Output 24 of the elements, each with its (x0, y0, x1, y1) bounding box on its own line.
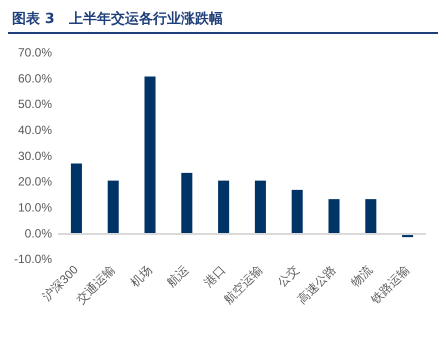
bar (108, 180, 119, 234)
y-tick-label: 40.0% (18, 123, 52, 138)
y-tick-label: 30.0% (18, 148, 52, 163)
y-tick-label: 50.0% (18, 97, 52, 112)
y-tick-label: 10.0% (18, 200, 52, 215)
y-tick-label: -10.0% (14, 252, 52, 266)
bar (254, 180, 266, 234)
bar (365, 199, 376, 234)
bar (328, 199, 340, 234)
bar (292, 190, 303, 234)
y-tick-label: 60.0% (18, 71, 52, 86)
y-tick-label: 20.0% (18, 174, 52, 189)
bar (181, 172, 192, 234)
x-tick-label: 公交 (274, 262, 302, 290)
bar (70, 164, 82, 234)
x-tick-label: 港口 (201, 262, 228, 290)
x-tick-label: 机场 (128, 262, 154, 290)
x-tick-label: 航运 (164, 262, 192, 290)
y-tick-label: 0.0% (24, 226, 52, 240)
bar (218, 180, 230, 234)
y-tick-label: 70.0% (18, 46, 52, 60)
x-tick-label: 物流 (348, 262, 376, 290)
chart-title: 图表 3 上半年交运各行业涨跌幅 (8, 8, 438, 34)
bar (144, 76, 156, 234)
